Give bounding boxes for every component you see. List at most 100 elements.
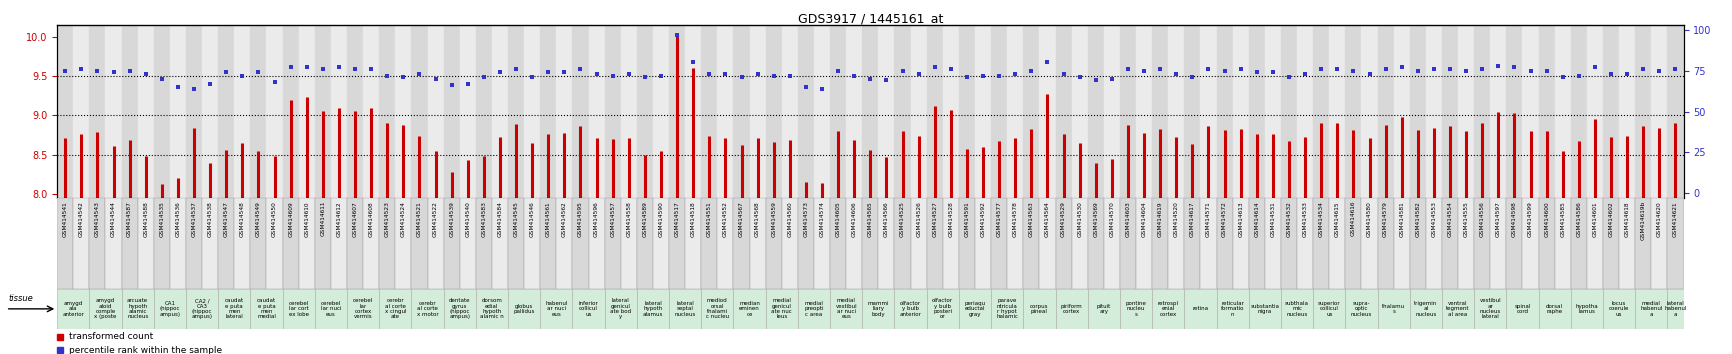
Point	[262, 79, 289, 85]
Text: GSM414523: GSM414523	[385, 201, 390, 237]
Bar	[507, 289, 540, 329]
Bar	[476, 289, 507, 329]
Bar	[1216, 25, 1233, 198]
Point	[824, 68, 852, 73]
Point	[1612, 71, 1640, 77]
Bar	[170, 198, 185, 289]
Point	[582, 71, 610, 77]
Text: GSM414525: GSM414525	[901, 201, 906, 237]
Bar	[669, 198, 686, 289]
Text: GSM414557: GSM414557	[610, 201, 615, 237]
Text: GSM414532: GSM414532	[1287, 201, 1292, 237]
Text: GSM414607: GSM414607	[353, 201, 357, 237]
Bar	[814, 25, 830, 198]
Bar	[395, 198, 412, 289]
Text: subthala
mic
nucleus: subthala mic nucleus	[1285, 301, 1309, 317]
Bar	[733, 25, 750, 198]
Text: GSM414541: GSM414541	[62, 201, 68, 237]
Text: GSM414552: GSM414552	[722, 201, 727, 237]
Bar	[346, 25, 364, 198]
Point	[1065, 74, 1093, 80]
Bar	[1604, 289, 1635, 329]
Bar	[894, 198, 911, 289]
Point	[648, 73, 675, 78]
Text: piriform
cortex: piriform cortex	[1060, 304, 1082, 314]
Point	[1372, 66, 1399, 72]
Text: GSM414588: GSM414588	[144, 201, 149, 237]
Bar	[1024, 25, 1039, 198]
Bar	[459, 25, 476, 198]
Point	[1645, 68, 1673, 73]
Text: GSM414527: GSM414527	[932, 201, 937, 237]
Point	[1034, 59, 1062, 65]
Bar	[637, 25, 653, 198]
Bar	[701, 198, 717, 289]
Text: GSM414584: GSM414584	[497, 201, 502, 237]
Bar	[1571, 25, 1587, 198]
Bar	[1490, 25, 1507, 198]
Bar	[1152, 289, 1185, 329]
Bar	[1410, 198, 1425, 289]
Text: GSM414538: GSM414538	[208, 201, 213, 237]
Bar	[1072, 25, 1088, 198]
Bar	[154, 289, 185, 329]
Text: lateral
habenul
a: lateral habenul a	[1664, 301, 1687, 317]
Bar	[90, 25, 106, 198]
Point	[165, 84, 192, 90]
Point	[904, 71, 932, 77]
Point	[405, 71, 433, 77]
Bar	[476, 25, 492, 198]
Point	[1420, 66, 1448, 72]
Text: mediod
orsal
thalami
c nucleu: mediod orsal thalami c nucleu	[707, 298, 729, 319]
Text: amygd
aloid
comple
x (poste: amygd aloid comple x (poste	[94, 298, 116, 319]
Bar	[1264, 198, 1282, 289]
Bar	[267, 25, 282, 198]
Point	[743, 71, 771, 77]
Point	[390, 74, 417, 80]
Text: medial
vestibul
ar nuci
eus: medial vestibul ar nuci eus	[835, 298, 857, 319]
Text: GSM414599: GSM414599	[1528, 201, 1533, 237]
Text: globus
pallidus: globus pallidus	[513, 304, 535, 314]
Bar	[1072, 198, 1088, 289]
Text: arcuate
hypoth
alamic
nucleus: arcuate hypoth alamic nucleus	[126, 298, 149, 319]
Text: GSM414568: GSM414568	[755, 201, 760, 237]
Point	[1533, 68, 1561, 73]
Text: GSM414579: GSM414579	[1384, 201, 1387, 237]
Point	[809, 86, 837, 91]
Text: GSM414589: GSM414589	[643, 201, 648, 237]
Point	[1147, 66, 1174, 72]
Text: GSM414605: GSM414605	[835, 201, 840, 237]
Text: cerebel
lar
cortex
vermis: cerebel lar cortex vermis	[353, 298, 372, 319]
Text: GSM414582: GSM414582	[1415, 201, 1420, 237]
Text: GSM414616: GSM414616	[1351, 201, 1356, 236]
Bar	[1200, 25, 1216, 198]
Text: dorsal
raphe: dorsal raphe	[1547, 304, 1564, 314]
Bar	[185, 25, 203, 198]
Point	[599, 73, 627, 78]
Bar	[315, 289, 346, 329]
Bar	[1361, 198, 1377, 289]
Point	[277, 64, 305, 70]
Text: olfactor
y bulb
anterior: olfactor y bulb anterior	[899, 301, 921, 317]
Text: periaqu
eductal
gray: periaqu eductal gray	[965, 301, 986, 317]
Text: GSM414592: GSM414592	[980, 201, 986, 237]
Bar	[267, 198, 282, 289]
Point	[68, 66, 95, 72]
Bar	[1538, 289, 1571, 329]
Bar	[1668, 25, 1684, 198]
Bar	[1121, 25, 1136, 198]
Point	[1226, 66, 1254, 72]
Text: GSM414608: GSM414608	[369, 201, 374, 237]
Bar	[1571, 289, 1604, 329]
Bar	[701, 25, 717, 198]
Point	[52, 68, 80, 73]
Text: parave
ntricula
r hypot
halamic: parave ntricula r hypot halamic	[996, 298, 1018, 319]
Text: GSM414546: GSM414546	[530, 201, 535, 237]
Text: GSM414550: GSM414550	[272, 201, 277, 237]
Bar	[1216, 198, 1233, 289]
Bar	[701, 289, 733, 329]
Bar	[637, 198, 653, 289]
Bar	[766, 198, 781, 289]
Bar	[1538, 198, 1555, 289]
Bar	[863, 25, 878, 198]
